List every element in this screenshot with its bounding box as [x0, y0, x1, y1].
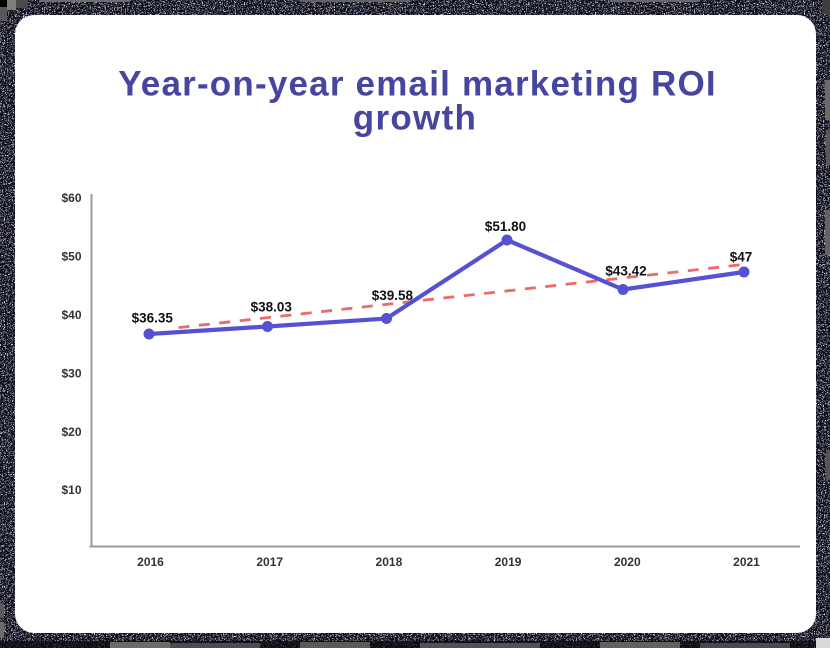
svg-text:$47: $47: [730, 250, 753, 265]
svg-text:$20: $20: [61, 425, 81, 439]
svg-text:$39.58: $39.58: [372, 288, 414, 303]
svg-text:$36.35: $36.35: [132, 311, 174, 326]
svg-text:$40: $40: [61, 308, 81, 322]
svg-text:2020: 2020: [614, 555, 641, 569]
svg-text:2017: 2017: [256, 555, 283, 569]
svg-text:2018: 2018: [376, 555, 403, 569]
svg-text:2021: 2021: [733, 555, 760, 569]
svg-text:$38.03: $38.03: [251, 300, 293, 315]
svg-text:$50: $50: [61, 250, 81, 264]
svg-text:Year-on-year email marketing R: Year-on-year email marketing ROI: [118, 65, 717, 104]
svg-text:$10: $10: [61, 483, 81, 497]
svg-text:$43.42: $43.42: [605, 264, 646, 279]
svg-text:$51.80: $51.80: [485, 219, 526, 234]
svg-text:2016: 2016: [137, 555, 164, 569]
svg-text:growth: growth: [353, 99, 477, 138]
svg-text:$30: $30: [61, 366, 81, 380]
svg-text:$60: $60: [61, 191, 81, 205]
svg-text:2019: 2019: [495, 555, 522, 569]
